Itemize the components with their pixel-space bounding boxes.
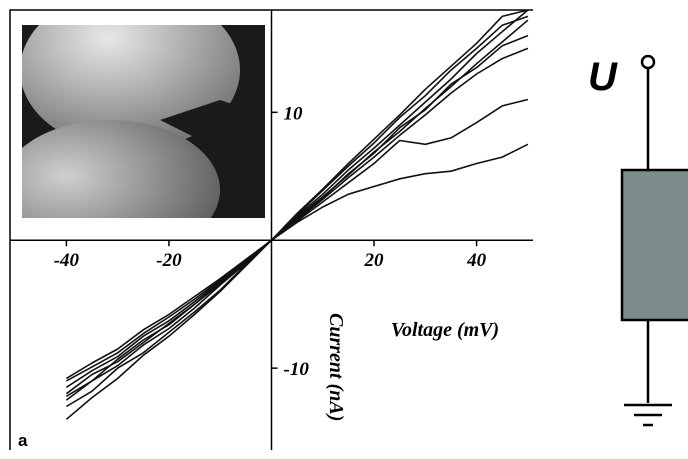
iv-curve bbox=[65, 47, 529, 380]
iv-curve bbox=[65, 10, 529, 401]
x-tick-label: -40 bbox=[54, 250, 80, 271]
x-tick-label: 20 bbox=[364, 250, 385, 271]
y-axis-label: Current (nA) bbox=[325, 313, 347, 421]
iv-curve bbox=[65, 10, 529, 420]
y-tick-label: 10 bbox=[284, 103, 304, 124]
iv-curve bbox=[65, 15, 529, 408]
circuit-label: U bbox=[588, 55, 618, 99]
plot-frame bbox=[9, 9, 533, 450]
y-tick-label: -10 bbox=[284, 359, 310, 380]
iv-curve bbox=[66, 98, 529, 382]
inset-image bbox=[22, 25, 265, 218]
iv-curve bbox=[65, 19, 529, 388]
panel-label: a bbox=[18, 431, 28, 450]
x-tick-label: -20 bbox=[156, 250, 182, 271]
iv-curve bbox=[65, 143, 529, 397]
plot-area bbox=[65, 10, 529, 420]
x-axis-label: Voltage (mV) bbox=[391, 319, 499, 341]
circuit-diagram bbox=[620, 54, 688, 427]
x-tick-label: 40 bbox=[466, 250, 487, 271]
iv-curve bbox=[65, 34, 529, 395]
